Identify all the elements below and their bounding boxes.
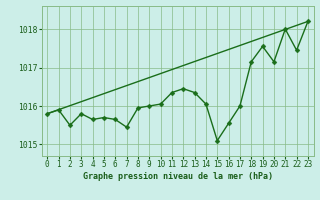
- X-axis label: Graphe pression niveau de la mer (hPa): Graphe pression niveau de la mer (hPa): [83, 172, 273, 181]
